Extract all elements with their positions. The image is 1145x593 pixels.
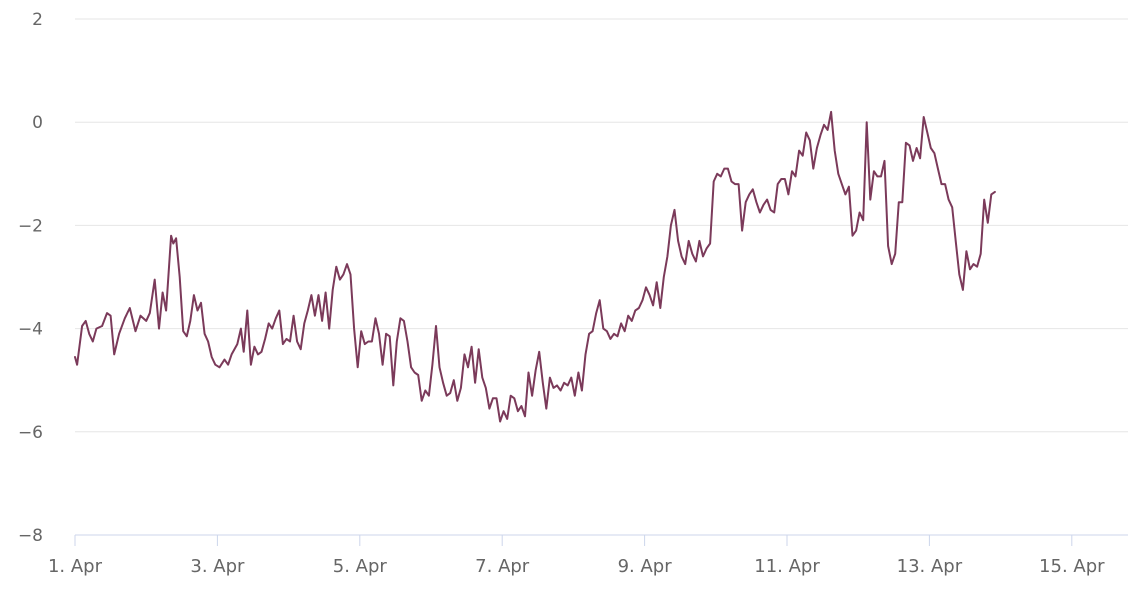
y-tick-label: −6 — [18, 423, 43, 443]
y-axis-labels: 2 0 −2 −4 −6 −8 — [18, 10, 43, 546]
x-tick-label: 5. Apr — [333, 556, 388, 577]
x-tick-label: 3. Apr — [190, 556, 245, 577]
y-tick-label: −8 — [18, 526, 43, 546]
x-tick-label: 7. Apr — [475, 556, 530, 577]
series-line — [74, 110, 996, 423]
x-tick-label: 1. Apr — [48, 556, 103, 577]
y-tick-label: 2 — [32, 10, 43, 30]
x-tick-label: 13. Apr — [897, 556, 963, 577]
x-axis-ticks — [74, 535, 1073, 546]
x-tick-label: 15. Apr — [1039, 556, 1105, 577]
x-axis-labels: 1. Apr 3. Apr 5. Apr 7. Apr 9. Apr 11. Apr 13.… — [48, 556, 1105, 577]
series-group — [74, 110, 996, 423]
y-tick-label: −4 — [18, 320, 43, 340]
x-tick-label: 9. Apr — [618, 556, 673, 577]
y-tick-label: −2 — [18, 216, 43, 236]
grid-lines — [75, 18, 1128, 433]
x-tick-label: 11. Apr — [754, 556, 820, 577]
y-tick-label: 0 — [32, 113, 43, 133]
